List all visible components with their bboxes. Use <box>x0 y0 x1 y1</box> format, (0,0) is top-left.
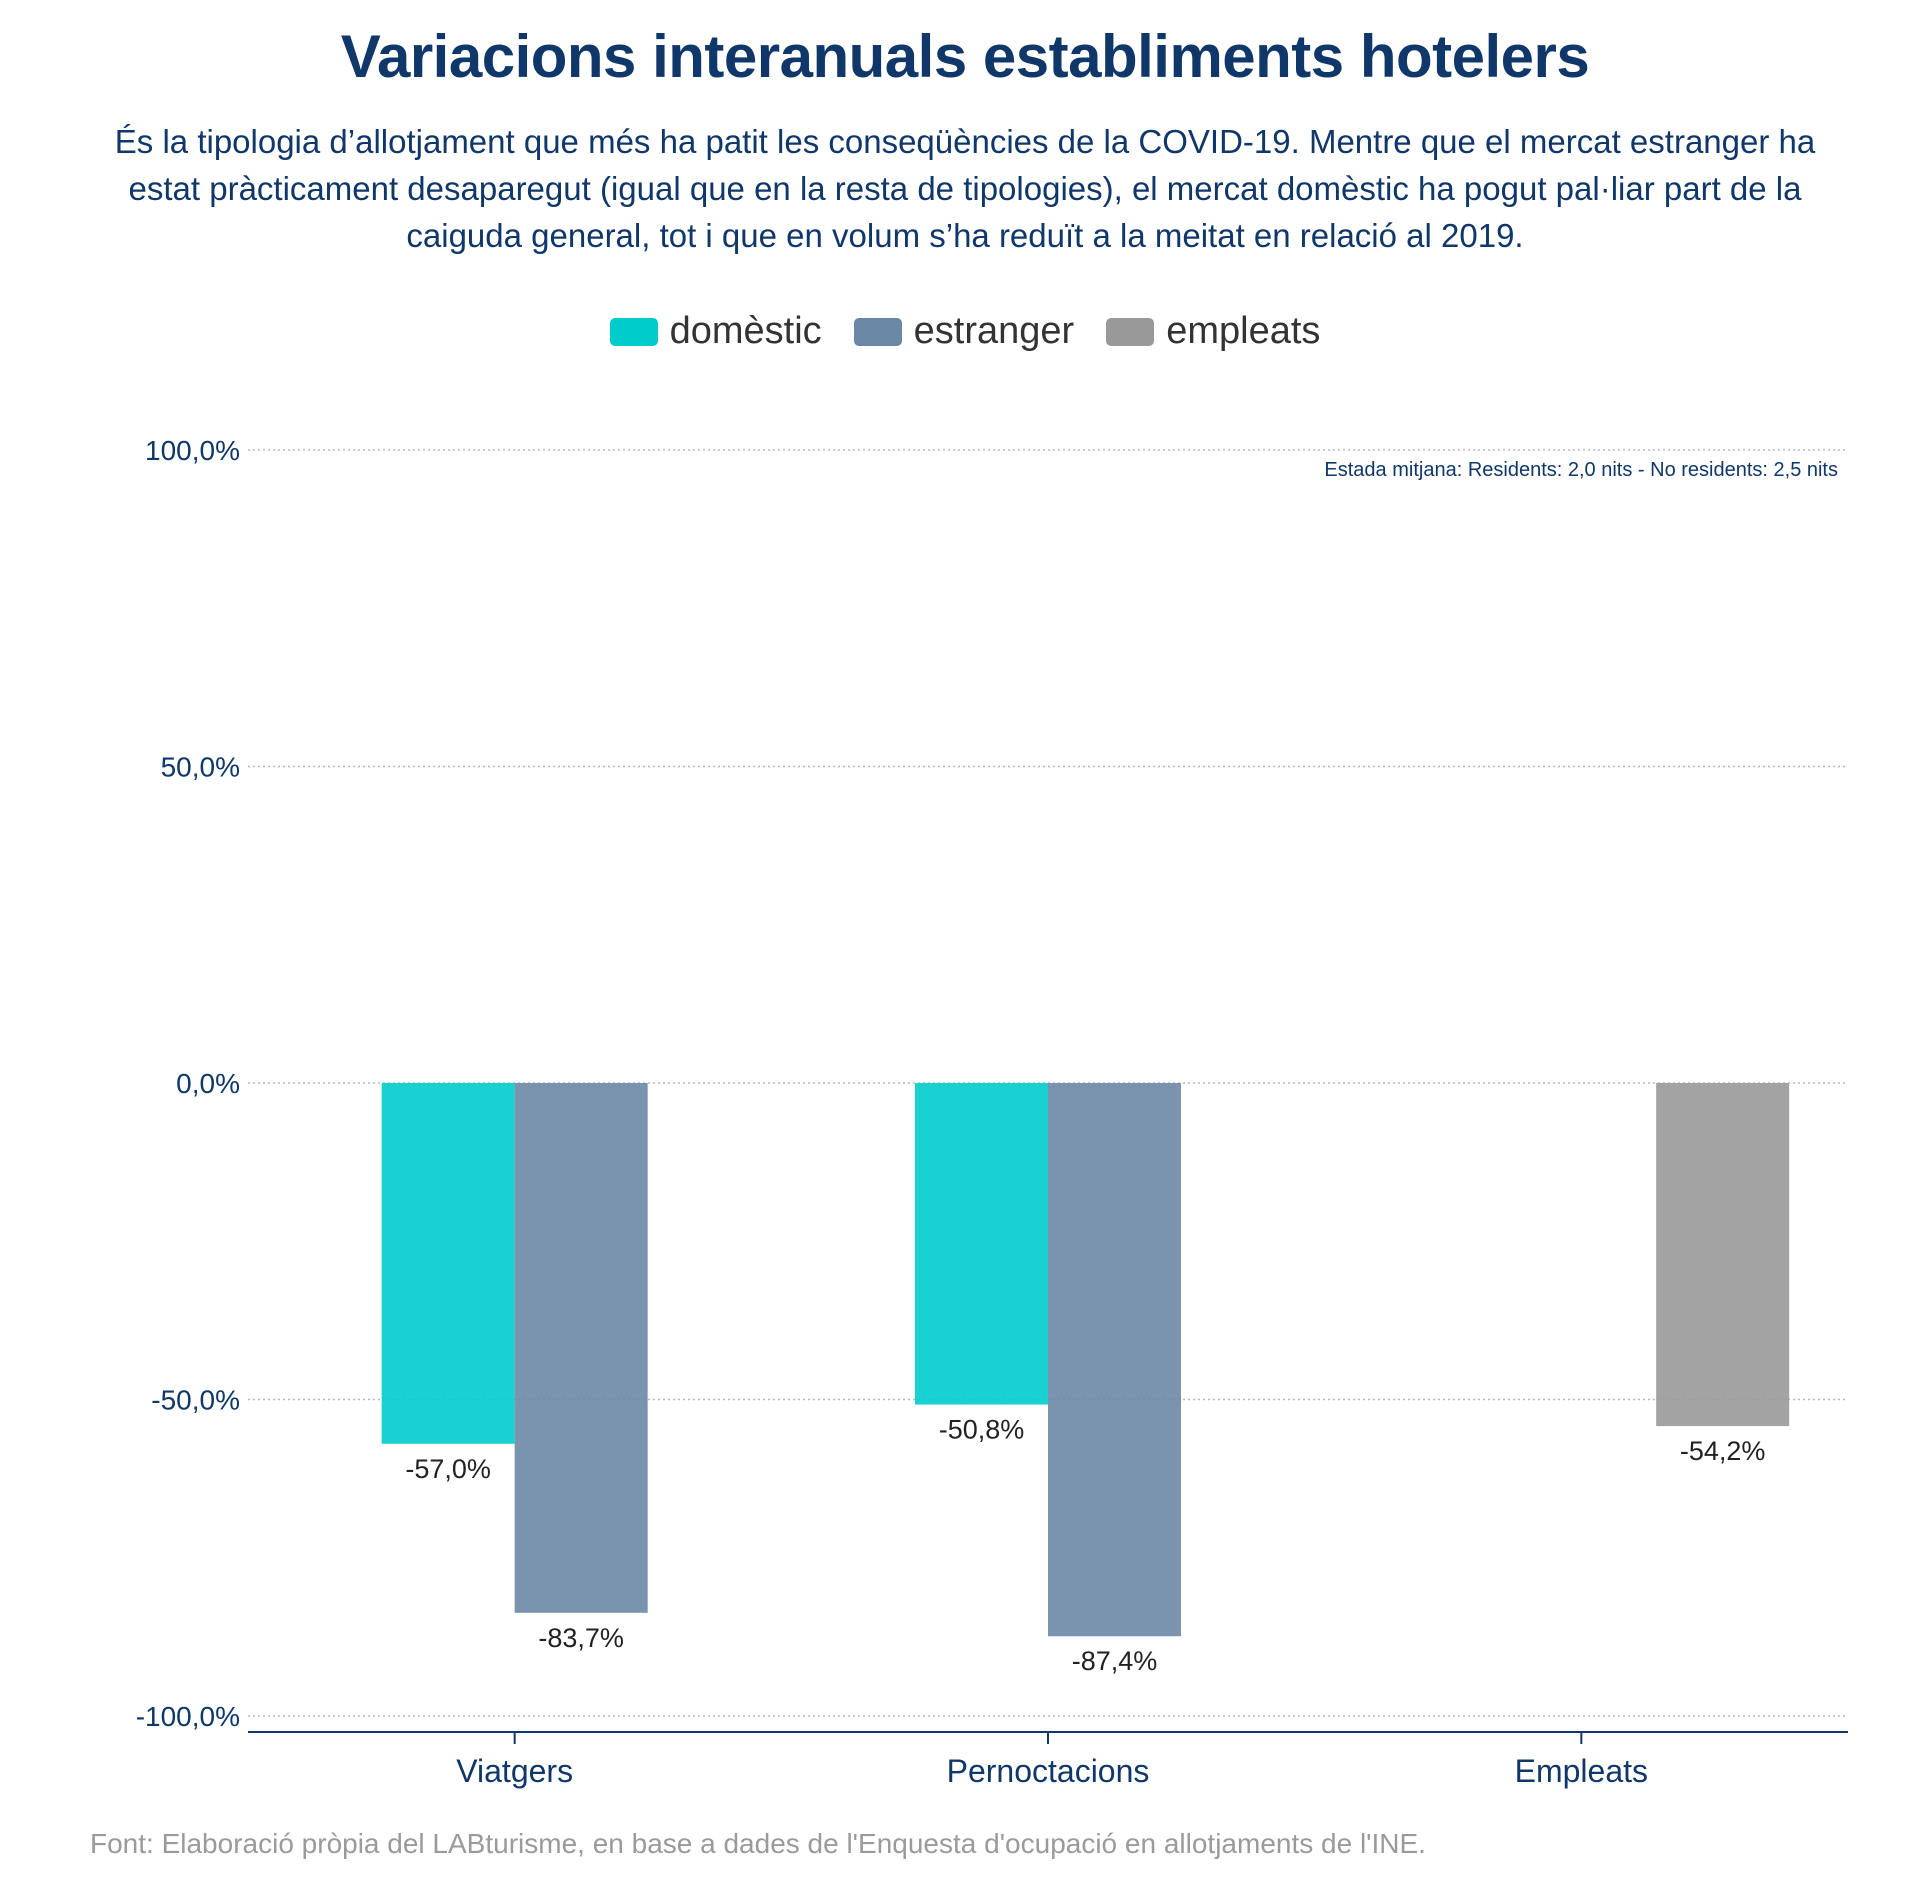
bar-estranger <box>1048 1083 1181 1637</box>
legend: domèstic estranger empleats <box>0 310 1930 353</box>
data-label: -87,4% <box>1072 1646 1158 1676</box>
legend-label-employees: empleats <box>1166 310 1321 352</box>
chart-title: Variacions interanuals establiments hote… <box>340 23 1590 90</box>
legend-swatch-employees <box>1106 317 1155 346</box>
bar-estranger <box>514 1083 648 1613</box>
legend-label-foreign: estranger <box>913 310 1075 352</box>
x-tick-label: Viatgers <box>456 1753 573 1789</box>
y-tick-label: 0,0% <box>176 1068 240 1099</box>
bar-domstic <box>915 1083 1048 1405</box>
data-label: -50,8% <box>939 1415 1025 1445</box>
data-label: -83,7% <box>538 1623 624 1653</box>
legend-label-domestic: domèstic <box>669 310 822 352</box>
legend-item-domestic[interactable]: domèstic <box>609 310 822 353</box>
y-tick-label: 100,0% <box>145 435 240 466</box>
annotation: Estada mitjana: Residents: 2,0 nits - No… <box>1324 459 1838 481</box>
data-label: -54,2% <box>1680 1436 1766 1466</box>
y-tick-label: 50,0% <box>161 752 240 783</box>
x-tick-label: Empleats <box>1515 1753 1648 1789</box>
legend-item-employees[interactable]: empleats <box>1106 310 1320 353</box>
legend-swatch-foreign <box>853 317 902 346</box>
data-label: -57,0% <box>405 1454 491 1484</box>
bar-empleats <box>1656 1083 1790 1427</box>
y-tick-label: -50,0% <box>151 1385 240 1416</box>
legend-item-foreign[interactable]: estranger <box>853 310 1075 353</box>
legend-swatch-domestic <box>609 317 658 346</box>
x-tick-label: Pernoctacions <box>947 1753 1150 1789</box>
chart-subtitle: És la tipologia d’allotjament que més ha… <box>114 123 1816 254</box>
bar-domstic <box>381 1083 515 1444</box>
y-tick-label: -100,0% <box>136 1701 240 1732</box>
source-note: Font: Elaboració pròpia del LABturisme, … <box>90 1828 1426 1859</box>
